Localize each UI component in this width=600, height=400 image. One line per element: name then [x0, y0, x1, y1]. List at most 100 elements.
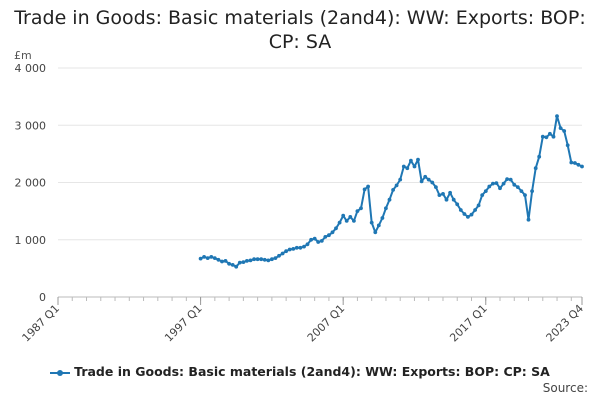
series-point[interactable] [466, 215, 470, 219]
series-point[interactable] [376, 223, 381, 228]
series-point[interactable] [512, 182, 517, 187]
series-point[interactable] [505, 177, 509, 182]
series-point[interactable] [451, 197, 456, 202]
series-point[interactable] [555, 114, 559, 118]
series-point[interactable] [398, 177, 403, 182]
series-point[interactable] [469, 212, 474, 217]
series-point[interactable] [205, 256, 210, 260]
series-point[interactable] [423, 174, 428, 179]
series-point[interactable] [558, 126, 563, 130]
series-point[interactable] [501, 181, 506, 186]
series-point[interactable] [348, 215, 353, 219]
series-point[interactable] [394, 183, 399, 188]
series-point[interactable] [369, 220, 374, 225]
series-point[interactable] [540, 134, 545, 139]
series-point[interactable] [405, 166, 410, 171]
series-point[interactable] [569, 160, 574, 165]
series-point[interactable] [237, 260, 242, 265]
series-point[interactable] [441, 192, 445, 196]
series-point[interactable] [323, 235, 328, 239]
series-point[interactable] [334, 226, 338, 231]
series-point[interactable] [576, 162, 581, 167]
series-point[interactable] [373, 230, 378, 235]
series-point[interactable] [241, 260, 246, 264]
series-point[interactable] [291, 247, 296, 251]
series-point[interactable] [316, 240, 321, 244]
series-point[interactable] [355, 209, 360, 214]
series-point[interactable] [212, 256, 217, 260]
series-point[interactable] [437, 193, 442, 198]
series-point[interactable] [491, 181, 495, 186]
series-point[interactable] [352, 219, 356, 223]
series-point[interactable] [259, 257, 264, 262]
series-point[interactable] [416, 157, 420, 162]
series-point[interactable] [202, 255, 207, 259]
series-point[interactable] [498, 186, 502, 191]
series-point[interactable] [426, 177, 431, 182]
series-point[interactable] [223, 259, 228, 263]
series-point[interactable] [362, 187, 367, 192]
series-point[interactable] [252, 257, 256, 262]
series-point[interactable] [562, 129, 567, 133]
series-point[interactable] [494, 181, 499, 186]
series-point[interactable] [530, 189, 534, 194]
series-point[interactable] [344, 219, 349, 223]
series-point[interactable] [548, 131, 552, 136]
series-point[interactable] [330, 230, 335, 235]
series-point[interactable] [277, 253, 281, 258]
series-point[interactable] [412, 164, 417, 169]
series-point[interactable] [245, 259, 249, 263]
series-point[interactable] [220, 259, 224, 264]
series-point[interactable] [519, 189, 524, 194]
series-point[interactable] [287, 247, 292, 252]
series-point[interactable] [359, 206, 363, 211]
series-point[interactable] [270, 257, 274, 262]
series-point[interactable] [430, 180, 435, 185]
series-point[interactable] [565, 143, 570, 148]
legend[interactable]: Trade in Goods: Basic materials (2and4):… [0, 364, 600, 379]
series-point[interactable] [480, 193, 485, 198]
series-point[interactable] [462, 212, 467, 216]
series-point[interactable] [455, 202, 460, 207]
series-point[interactable] [380, 216, 385, 220]
series-point[interactable] [448, 190, 452, 195]
series-point[interactable] [544, 135, 549, 140]
series-point[interactable] [487, 184, 492, 189]
series-point[interactable] [483, 189, 488, 194]
series-point[interactable] [533, 166, 538, 171]
series-point[interactable] [309, 237, 313, 242]
series-point[interactable] [294, 245, 299, 250]
series-point[interactable] [387, 197, 392, 202]
series-point[interactable] [312, 236, 317, 241]
series-point[interactable] [473, 208, 477, 212]
series-point[interactable] [248, 258, 253, 263]
series-point[interactable] [337, 220, 342, 225]
series-point[interactable] [458, 208, 463, 212]
series-point[interactable] [298, 245, 303, 250]
series-point[interactable] [305, 242, 310, 247]
series-point[interactable] [444, 197, 449, 202]
series-point[interactable] [384, 206, 388, 211]
series-point[interactable] [401, 164, 406, 169]
series-point[interactable] [515, 185, 520, 190]
series-point[interactable] [266, 258, 271, 263]
series-point[interactable] [198, 256, 203, 261]
series-point[interactable] [234, 264, 239, 269]
series-point[interactable] [255, 257, 260, 262]
series-point[interactable] [284, 249, 288, 254]
series-point[interactable] [230, 263, 235, 267]
series-point[interactable] [366, 184, 370, 189]
series-point[interactable] [551, 134, 556, 139]
series-point[interactable] [580, 164, 584, 169]
series-point[interactable] [327, 233, 331, 238]
series-point[interactable] [573, 161, 577, 165]
series-point[interactable] [508, 177, 513, 182]
series-point[interactable] [419, 179, 424, 184]
series-point[interactable] [209, 255, 214, 259]
series-point[interactable] [262, 257, 267, 262]
series-point[interactable] [537, 154, 542, 159]
series-point[interactable] [227, 261, 232, 266]
series-point[interactable] [319, 239, 324, 243]
series-point[interactable] [341, 213, 346, 218]
series-point[interactable] [409, 158, 413, 163]
